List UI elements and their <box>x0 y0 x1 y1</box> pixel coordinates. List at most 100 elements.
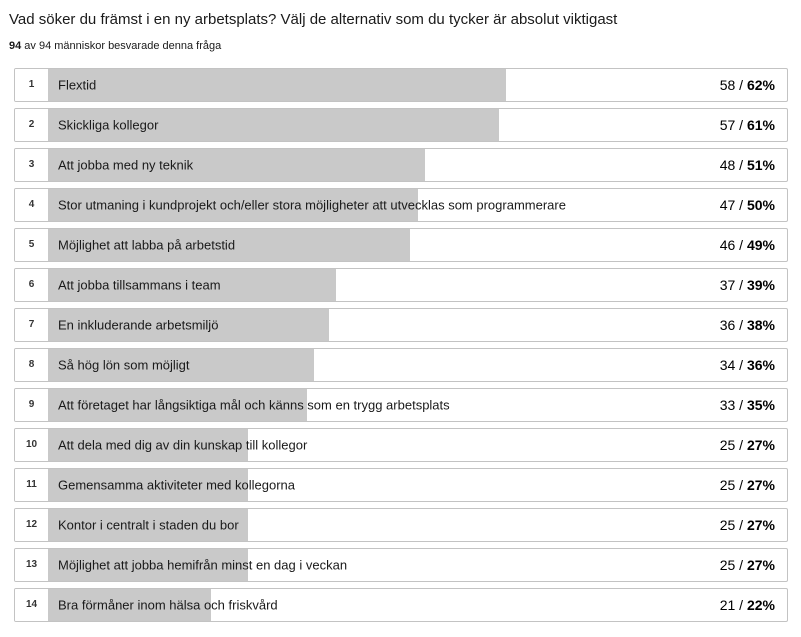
result-row: 4 Stor utmaning i kundprojekt och/eller … <box>14 187 788 222</box>
vote-percent: 49% <box>746 236 775 253</box>
value-separator: / <box>735 436 747 453</box>
rank-badge: 13 <box>15 548 48 581</box>
value-separator: / <box>735 76 747 93</box>
header: Vad söker du främst i en ny arbetsplats?… <box>0 0 801 52</box>
bar-track: Flextid 58 / 62% <box>48 68 787 101</box>
vote-count: 33 <box>719 396 736 413</box>
vote-percent: 62% <box>746 76 775 93</box>
rank-badge: 4 <box>15 188 48 221</box>
vote-count: 36 <box>719 316 736 333</box>
bar-track: Att dela med dig av din kunskap till kol… <box>48 428 787 461</box>
result-bar <box>48 188 418 221</box>
option-label: Bra förmåner inom hälsa och friskvård <box>58 597 278 613</box>
result-value: 48 / 51% <box>720 157 775 173</box>
bar-track: Att företaget har långsiktiga mål och kä… <box>48 388 787 421</box>
respondents-text: av 94 människor besvarade denna fråga <box>21 39 222 52</box>
vote-count: 48 <box>719 156 736 173</box>
vote-count: 25 <box>719 436 736 453</box>
vote-count: 37 <box>719 276 736 293</box>
result-bar <box>48 228 411 261</box>
option-label: Kontor i centralt i staden du bor <box>58 517 239 533</box>
bar-track: Att jobba med ny teknik 48 / 51% <box>48 148 787 181</box>
option-label: Att jobba tillsammans i team <box>58 277 221 293</box>
results-list: 1 Flextid 58 / 62% 2 Skickliga kollegor … <box>14 67 788 622</box>
survey-results-page: Vad söker du främst i en ny arbetsplats?… <box>0 0 801 622</box>
rank-badge: 10 <box>15 428 48 461</box>
bar-track: Så hög lön som möjligt 34 / 36% <box>48 348 787 381</box>
result-row: 1 Flextid 58 / 62% <box>14 67 788 102</box>
result-row: 11 Gemensamma aktiviteter med kollegorna… <box>14 467 788 502</box>
bar-track: Gemensamma aktiviteter med kollegorna 25… <box>48 468 787 501</box>
result-bar <box>48 108 499 141</box>
value-separator: / <box>735 396 747 413</box>
bar-track: Kontor i centralt i staden du bor 25 / 2… <box>48 508 787 541</box>
rank-badge: 6 <box>15 268 48 301</box>
rank-badge: 7 <box>15 308 48 341</box>
option-label: Att jobba med ny teknik <box>58 157 194 173</box>
vote-count: 46 <box>719 236 736 253</box>
result-value: 36 / 38% <box>720 317 775 333</box>
result-value: 58 / 62% <box>720 77 775 93</box>
result-row: 14 Bra förmåner inom hälsa och friskvård… <box>14 587 788 622</box>
result-row: 13 Möjlighet att jobba hemifrån minst en… <box>14 547 788 582</box>
option-label: Så hög lön som möjligt <box>58 357 190 373</box>
result-bar <box>48 428 248 461</box>
result-bar <box>48 388 307 421</box>
vote-percent: 39% <box>746 276 775 293</box>
rank-badge: 14 <box>15 588 48 621</box>
result-value: 25 / 27% <box>720 517 775 533</box>
rank-badge: 5 <box>15 228 48 261</box>
result-bar <box>48 468 248 501</box>
bar-track: Bra förmåner inom hälsa och friskvård 21… <box>48 588 787 621</box>
result-value: 25 / 27% <box>720 437 775 453</box>
vote-percent: 27% <box>746 516 775 533</box>
result-value: 21 / 22% <box>720 597 775 613</box>
value-separator: / <box>735 356 747 373</box>
vote-percent: 50% <box>746 196 775 213</box>
result-bar <box>48 548 248 581</box>
survey-question-title: Vad söker du främst i en ny arbetsplats?… <box>9 11 618 28</box>
value-separator: / <box>735 236 747 253</box>
rank-badge: 2 <box>15 108 48 141</box>
bar-track: En inkluderande arbetsmiljö 36 / 38% <box>48 308 787 341</box>
result-row: 6 Att jobba tillsammans i team 37 / 39% <box>14 267 788 302</box>
bar-track: Stor utmaning i kundprojekt och/eller st… <box>48 188 787 221</box>
vote-count: 25 <box>719 556 736 573</box>
bar-track: Möjlighet att jobba hemifrån minst en da… <box>48 548 787 581</box>
option-label: Att företaget har långsiktiga mål och kä… <box>58 397 450 413</box>
result-row: 10 Att dela med dig av din kunskap till … <box>14 427 788 462</box>
result-bar <box>48 68 507 101</box>
rank-badge: 12 <box>15 508 48 541</box>
respondents-count: 94 <box>9 39 22 52</box>
result-row: 7 En inkluderande arbetsmiljö 36 / 38% <box>14 307 788 342</box>
option-label: Stor utmaning i kundprojekt och/eller st… <box>58 197 566 213</box>
vote-count: 25 <box>719 476 736 493</box>
vote-percent: 36% <box>746 356 775 373</box>
vote-percent: 38% <box>746 316 775 333</box>
result-bar <box>48 508 248 541</box>
result-bar <box>48 308 329 341</box>
vote-count: 25 <box>719 516 736 533</box>
vote-count: 57 <box>719 116 736 133</box>
result-value: 46 / 49% <box>720 237 775 253</box>
vote-percent: 27% <box>746 556 775 573</box>
option-label: Möjlighet att labba på arbetstid <box>58 237 236 253</box>
result-bar <box>48 348 315 381</box>
value-separator: / <box>735 516 747 533</box>
value-separator: / <box>735 476 747 493</box>
vote-percent: 27% <box>746 476 775 493</box>
rank-badge: 11 <box>15 468 48 501</box>
value-separator: / <box>735 556 747 573</box>
result-value: 34 / 36% <box>720 357 775 373</box>
vote-percent: 61% <box>746 116 775 133</box>
option-label: En inkluderande arbetsmiljö <box>58 317 219 333</box>
vote-count: 58 <box>719 76 736 93</box>
vote-percent: 51% <box>746 156 775 173</box>
result-value: 57 / 61% <box>720 117 775 133</box>
value-separator: / <box>735 276 747 293</box>
result-value: 47 / 50% <box>720 197 775 213</box>
vote-count: 34 <box>719 356 736 373</box>
result-bar <box>48 268 337 301</box>
result-value: 25 / 27% <box>720 477 775 493</box>
result-bar <box>48 148 425 181</box>
